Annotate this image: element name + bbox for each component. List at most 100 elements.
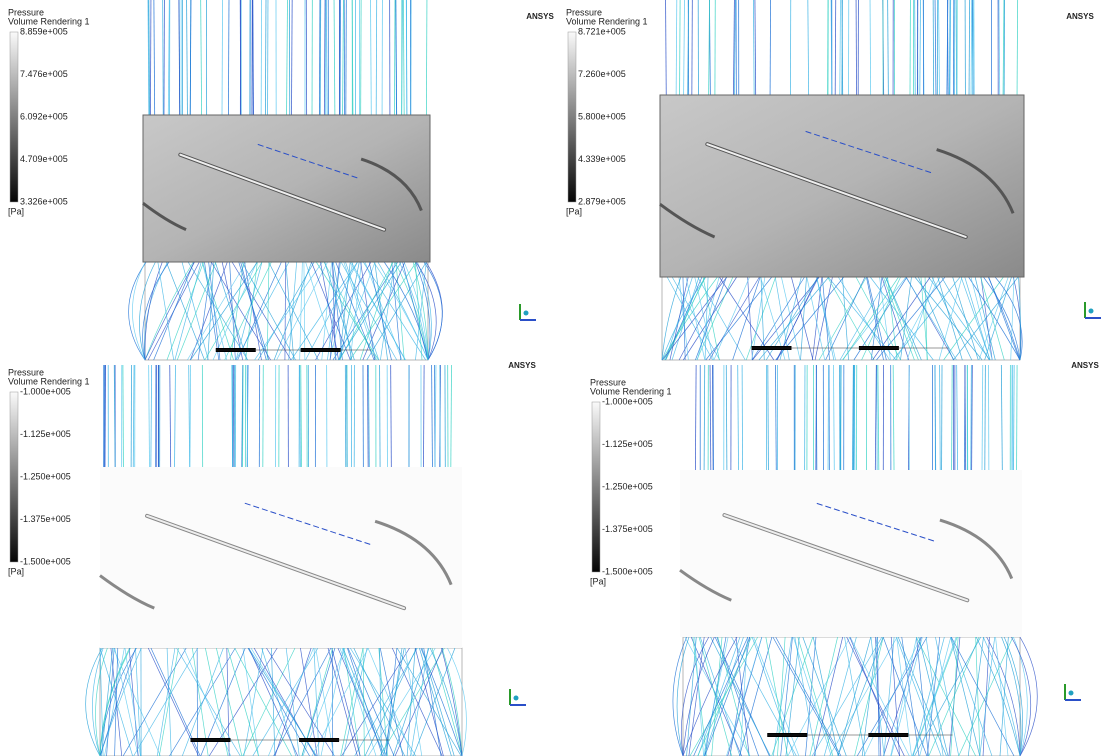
- streamline: [228, 0, 229, 115]
- streamline: [870, 0, 871, 95]
- legend-tick-label: -1.000e+005: [20, 386, 71, 396]
- streamline: [985, 365, 986, 470]
- streamline: [222, 0, 223, 115]
- streamline: [201, 0, 202, 115]
- streamline: [426, 0, 427, 115]
- streamline: [753, 0, 754, 95]
- streamline: [842, 0, 843, 95]
- legend-tick-label: 4.339e+005: [578, 154, 626, 164]
- legend-tick-label: -1.000e+005: [602, 396, 653, 406]
- legend-tick-label: 8.859e+005: [20, 26, 68, 36]
- streamline: [170, 365, 171, 467]
- blade-region: [660, 95, 1024, 277]
- streamline: [154, 0, 155, 115]
- legend-unit: [Pa]: [566, 206, 582, 216]
- streamline: [957, 365, 958, 470]
- streamline: [915, 0, 916, 95]
- legend-tick-label: -1.125e+005: [20, 429, 71, 439]
- streamline: [816, 365, 817, 470]
- streamline: [291, 0, 292, 115]
- legend-tick-label: -1.250e+005: [602, 481, 653, 491]
- streamline: [875, 365, 876, 470]
- streamline: [324, 0, 325, 115]
- legend-tick-label: 7.476e+005: [20, 69, 68, 79]
- streamline: [840, 0, 841, 95]
- color-bar: [10, 392, 18, 562]
- streamline: [451, 365, 452, 467]
- streamline: [151, 365, 152, 467]
- streamline: [695, 365, 696, 470]
- streamline: [190, 365, 191, 467]
- panel: ANSYSPressureVolume Rendering 18.721e+00…: [566, 0, 1101, 360]
- legend-tick-label: 4.709e+005: [20, 154, 68, 164]
- streamline: [982, 365, 983, 470]
- axis-z: [1089, 309, 1094, 314]
- streamline: [432, 365, 433, 467]
- streamline: [878, 365, 879, 470]
- axis-z: [1069, 691, 1074, 696]
- streamline: [776, 365, 777, 470]
- blade-region: [143, 115, 430, 262]
- color-bar: [592, 402, 600, 572]
- legend-tick-label: 6.092e+005: [20, 111, 68, 121]
- streamline: [704, 365, 705, 470]
- legend-subtitle: Volume Rendering 1: [8, 376, 90, 386]
- streamline: [301, 365, 302, 467]
- streamline: [189, 365, 190, 467]
- streamline: [969, 0, 970, 95]
- streamline: [368, 365, 369, 467]
- legend-tick-label: 8.721e+005: [578, 26, 626, 36]
- streamline: [893, 365, 894, 470]
- logo: ANSYS: [526, 12, 554, 21]
- streamline: [888, 0, 889, 95]
- legend-unit: [Pa]: [590, 576, 606, 586]
- streamline: [187, 0, 188, 115]
- streamline: [371, 0, 372, 115]
- streamline: [856, 0, 857, 95]
- legend-tick-label: -1.375e+005: [602, 524, 653, 534]
- streamline: [435, 365, 436, 467]
- streamline: [676, 0, 677, 95]
- streamline: [956, 0, 957, 95]
- streamline: [726, 365, 727, 470]
- legend-tick-label: -1.125e+005: [602, 439, 653, 449]
- color-bar: [10, 32, 18, 202]
- legend-tick-label: 5.800e+005: [578, 111, 626, 121]
- streamline: [367, 365, 368, 467]
- streamline: [149, 365, 150, 467]
- streamline: [971, 0, 972, 95]
- streamline: [768, 365, 769, 470]
- streamline: [666, 0, 667, 95]
- blade-region: [680, 470, 1022, 637]
- streamline: [133, 365, 134, 467]
- streamline: [808, 0, 809, 95]
- streamline: [179, 0, 180, 115]
- streamline: [1020, 637, 1037, 756]
- streamline: [320, 0, 321, 115]
- streamline: [972, 365, 973, 470]
- logo: ANSYS: [1071, 361, 1099, 370]
- streamline: [340, 0, 341, 115]
- streamline: [965, 365, 966, 470]
- streamline: [150, 0, 151, 115]
- streamline: [710, 365, 711, 470]
- streamline: [933, 0, 934, 95]
- streamline: [833, 365, 834, 470]
- streamline: [376, 0, 377, 115]
- streamline: [952, 365, 953, 470]
- legend-tick-label: 3.326e+005: [20, 196, 68, 206]
- streamline: [940, 365, 941, 470]
- streamline: [971, 365, 972, 470]
- logo: ANSYS: [508, 361, 536, 370]
- axis-z: [524, 311, 529, 316]
- streamline: [1017, 0, 1018, 95]
- logo: ANSYS: [1066, 12, 1094, 21]
- screenshot: ANSYSPressureVolume Rendering 18.859e+00…: [0, 0, 1110, 756]
- legend-tick-label: 7.260e+005: [578, 69, 626, 79]
- streamline: [326, 0, 327, 115]
- streamline: [391, 365, 392, 467]
- streamline: [423, 365, 424, 467]
- streamline: [105, 365, 106, 467]
- panel: ANSYSPressureVolume Rendering 18.859e+00…: [8, 0, 554, 360]
